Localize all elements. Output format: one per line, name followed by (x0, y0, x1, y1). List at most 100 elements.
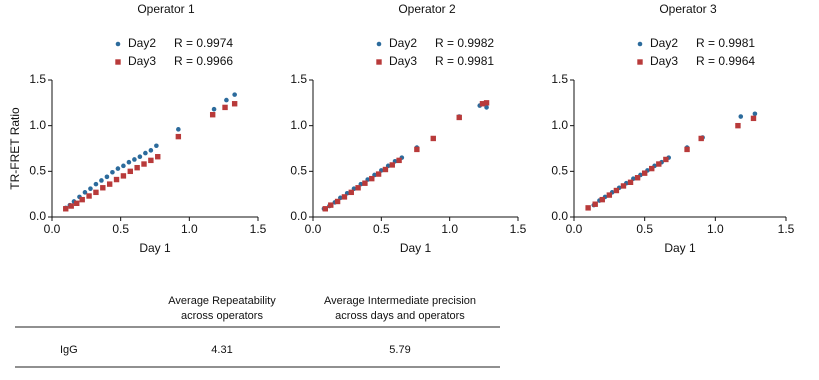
point (154, 143, 159, 149)
point (121, 163, 126, 169)
legend-marker (637, 59, 643, 65)
point (134, 164, 140, 171)
y-tick-label: 1.5 (29, 72, 46, 86)
point (599, 196, 605, 203)
legend-label: Day3 (650, 54, 678, 68)
point (663, 156, 669, 163)
table-cell: 5.79 (389, 344, 411, 356)
point (375, 171, 382, 177)
legend-annotation: R = 0.9982 (435, 36, 494, 50)
point (479, 101, 486, 107)
point (698, 135, 704, 142)
point (738, 114, 744, 119)
point (99, 178, 104, 183)
point (127, 168, 133, 175)
point (106, 181, 113, 187)
x-tick-label: 1.5 (510, 222, 527, 236)
x-axis-label: Day 1 (139, 241, 171, 255)
x-tick-label: 0.5 (373, 222, 390, 236)
point (456, 114, 462, 121)
point (620, 183, 627, 189)
point (656, 161, 662, 167)
chart-title: Operator 2 (398, 2, 456, 16)
point (132, 157, 137, 162)
chart-title: Operator 1 (137, 2, 195, 16)
table-header: Average Repeatability across operators (168, 295, 276, 322)
point (634, 175, 641, 181)
point (735, 122, 741, 129)
legend-label: Day3 (389, 54, 417, 68)
point (231, 101, 238, 107)
point (211, 106, 217, 112)
y-tick-label: 1.5 (551, 72, 568, 86)
point (389, 162, 395, 168)
table-cell: IgG (60, 344, 78, 356)
point (86, 193, 92, 199)
legend-marker (115, 59, 121, 65)
legend-label: Day3 (128, 54, 156, 68)
chart-title: Operator 3 (659, 2, 717, 16)
point (430, 135, 436, 142)
x-tick-label: 0.5 (112, 222, 129, 236)
point (222, 104, 228, 111)
legend-label: Day2 (389, 36, 417, 50)
point (126, 159, 132, 165)
point (414, 146, 420, 153)
y-tick-label: 0.0 (29, 209, 46, 223)
point (483, 100, 490, 106)
x-axis-label: Day 1 (400, 241, 432, 255)
y-tick-label: 0.0 (551, 209, 568, 223)
point (684, 146, 690, 153)
point (63, 206, 69, 212)
point (143, 150, 148, 156)
point (141, 161, 147, 167)
point (113, 176, 120, 183)
legend-annotation: R = 0.9981 (696, 36, 755, 50)
point (175, 133, 182, 140)
legend-label: Day2 (128, 36, 156, 50)
point (382, 166, 389, 173)
point (100, 185, 106, 191)
legend-annotation: R = 0.9966 (174, 54, 233, 68)
point (224, 97, 229, 103)
legend-annotation: R = 0.9981 (435, 54, 494, 68)
y-tick-label: 1.0 (290, 118, 307, 132)
y-tick-label: 0.5 (290, 164, 307, 178)
x-tick-label: 0.0 (305, 222, 322, 236)
point (209, 112, 216, 118)
point (93, 181, 99, 187)
point (110, 169, 115, 175)
point (348, 189, 354, 196)
x-tick-label: 1.0 (441, 222, 458, 236)
legend-marker (115, 41, 121, 47)
point (68, 203, 74, 209)
point (148, 148, 154, 153)
y-tick-label: 0.0 (290, 209, 307, 223)
point (641, 170, 648, 176)
x-tick-label: 0.0 (44, 222, 61, 236)
point (120, 173, 127, 179)
point (74, 200, 80, 206)
point (369, 175, 375, 182)
y-tick-label: 1.0 (29, 118, 46, 132)
point (115, 166, 121, 171)
legend-label: Day2 (650, 36, 678, 50)
x-axis-label: Day 1 (664, 241, 696, 255)
y-tick-label: 1.5 (290, 72, 307, 86)
point (613, 187, 620, 194)
point (750, 115, 757, 122)
point (322, 206, 328, 212)
point (341, 194, 348, 200)
legend-marker (376, 41, 382, 47)
point (88, 186, 93, 191)
table-header: Average Intermediate precision across da… (323, 295, 477, 322)
point (484, 105, 489, 110)
point (93, 189, 99, 196)
point (362, 180, 368, 186)
x-tick-label: 1.0 (181, 222, 198, 236)
point (82, 190, 88, 195)
point (176, 127, 181, 132)
legend-marker (376, 59, 382, 65)
